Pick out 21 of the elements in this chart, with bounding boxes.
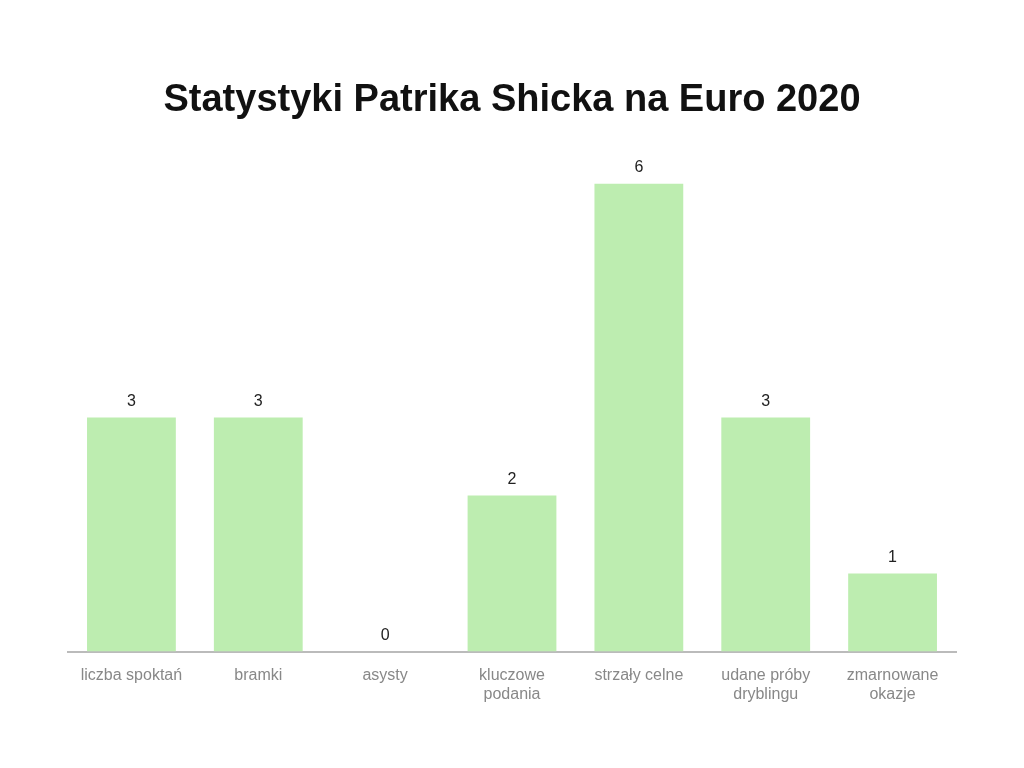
data-label: 1 — [888, 548, 898, 566]
bar — [721, 417, 811, 652]
data-label: 2 — [507, 470, 517, 488]
x-tick-label: liczba spoktań — [80, 665, 183, 683]
x-tick-label: zmarnowane okazje — [846, 665, 939, 702]
bar — [213, 417, 303, 652]
bar — [594, 183, 684, 652]
x-tick-label: kluczowe podania — [479, 665, 545, 702]
data-label: 3 — [126, 392, 136, 410]
data-label: 3 — [761, 392, 771, 410]
chart-title: Statystyki Patrika Shicka na Euro 2020 — [163, 77, 861, 120]
bar — [467, 495, 557, 652]
bar — [848, 573, 937, 652]
data-label: 0 — [380, 626, 390, 644]
x-tick-label: udane próby dryblingu — [721, 665, 811, 702]
data-label: 6 — [634, 158, 644, 176]
x-tick-label: asysty — [362, 665, 408, 683]
x-tick-label: strzały celne — [594, 665, 684, 683]
bar — [87, 417, 176, 652]
x-tick-label: bramki — [234, 665, 283, 683]
data-label: 3 — [253, 392, 263, 410]
